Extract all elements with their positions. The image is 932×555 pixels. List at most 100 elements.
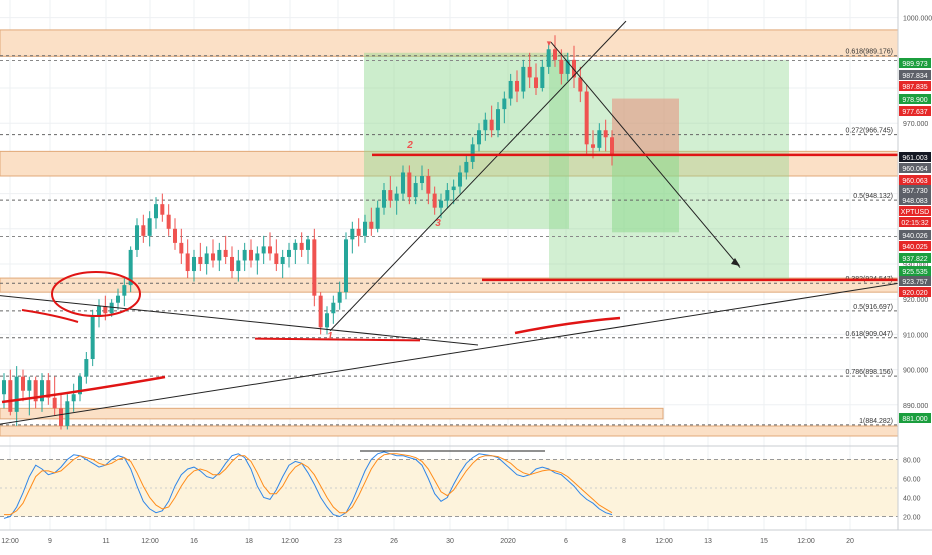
price-label-text: 881.000 [902,416,927,423]
candle-body [356,228,361,236]
price-label-badge [899,195,931,205]
candle-body [135,225,139,250]
time-tick-label: 26 [390,538,398,545]
candle-body [230,256,234,272]
descending-trendline [0,295,479,346]
time-tick-label: 12:00 [655,538,673,545]
price-tick-label: 910.000 [903,332,928,339]
fib-level-label: 0.272(966.745) [846,128,893,135]
price-tick-label: 1000.000 [903,16,932,23]
candle-body [394,193,399,201]
time-tick-label: 30 [446,538,454,545]
price-label-text: 923.757 [902,279,927,286]
price-label-text: 978.900 [902,97,927,104]
time-tick-label: 16 [190,538,198,545]
candle-body [350,228,355,240]
candle-body [464,161,469,173]
price-axis[interactable]: 1000.000970.000960.000930.000920.000910.… [897,0,932,550]
candle-body [413,183,418,198]
candle-body [185,253,190,272]
candle-body [46,380,51,398]
price-tick-label: 970.000 [903,121,928,128]
ascending-trendline [0,282,899,425]
stochastic-d-line [4,453,613,516]
candle-body [204,253,209,264]
price-label-badge [899,58,931,68]
candle-body [540,66,545,88]
candle-body [502,98,507,110]
drawings-layer: 2 3 1 [0,20,899,425]
triangle-down-marker-icon: ▾ [547,38,552,48]
fib-level-label: 0.618(909.047) [846,331,893,338]
candle-body [407,172,412,198]
price-tick-label: 920.000 [903,297,928,304]
time-tick-label: 2020 [500,538,516,545]
candle-body [192,256,196,272]
candle-body [154,204,158,219]
wave-label: 3 [435,218,441,229]
stochastic-pane [0,445,932,519]
candle-body [382,190,386,208]
time-tick-label: 12:00 [1,538,19,545]
price-label-badge [899,94,931,104]
price-label-badge [899,230,931,240]
candle-body [489,119,494,131]
candle-body [344,239,348,293]
zones-layer [0,29,899,437]
price-label-text: 925.535 [902,269,927,276]
candle-body [610,137,614,155]
short-position-stop-zone [612,98,679,155]
higher-low-red-line [514,316,621,335]
candle-body [59,408,63,426]
price-label-badge [899,276,931,286]
stochastic-tick-label: 20.00 [903,515,921,522]
time-tick-label: 12:00 [797,538,815,545]
candle-body [331,302,336,314]
time-tick-label: 8 [622,538,626,545]
price-label-badge [899,70,931,80]
candle-body [116,295,120,303]
price-tick-label: 900.000 [903,368,928,375]
candle-body [27,380,32,391]
candle-body [458,172,462,187]
price-label-text: 920.020 [902,290,927,297]
underline-stroke [21,309,79,323]
candles-layer: ▾ [2,35,614,430]
candle-body [84,359,89,377]
candle-body [420,176,424,184]
candle-body [572,59,576,78]
stochastic-tick-label: 60.00 [903,477,921,484]
wave-label: 1 [327,331,333,342]
time-tick-label: 13 [704,538,712,545]
fib-level-label: 0.5(916.697) [853,304,893,311]
candle-body [268,246,272,254]
time-axis[interactable]: 12:00 9 11 12:00 16 18 12:00 23 26 30 2020 6 8 12:00 1… [0,529,932,545]
candle-body [90,316,95,360]
candle-body [109,302,114,314]
short-position-profit-zone [612,154,679,233]
candle-body [318,295,323,328]
candle-body [375,207,380,229]
price-label-badge [899,413,931,423]
fib-level-label: 0.618(989.176) [846,49,893,56]
resistance-zone [0,29,899,57]
support-red-line [254,337,421,342]
time-tick-label: 18 [245,538,253,545]
long-position-profit-zone [364,52,569,229]
time-tick-label: 9 [48,538,52,545]
candle-body [470,144,475,162]
price-label-text: 957.730 [902,188,927,195]
price-label-badge [899,266,931,276]
stochastic-band [0,459,898,517]
price-label-text: 961.003 [902,155,927,162]
price-label-text: 987.834 [902,73,927,80]
candle-body [451,186,456,191]
candle-body [496,109,500,131]
price-label-badge [899,287,931,297]
candle-body [401,172,405,194]
price-label-badge [899,152,931,162]
price-label-badge [899,175,931,185]
candle-body [280,256,285,264]
